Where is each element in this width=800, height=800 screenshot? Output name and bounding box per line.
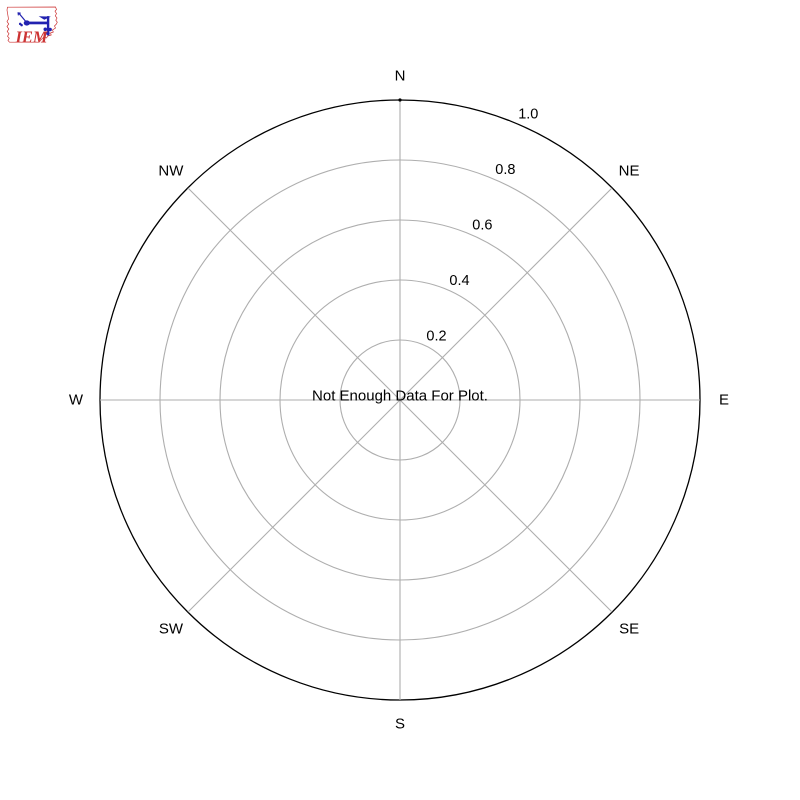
svg-text:E: E bbox=[719, 392, 729, 409]
svg-text:IEM: IEM bbox=[15, 28, 49, 47]
svg-text:S: S bbox=[395, 716, 405, 733]
svg-text:NW: NW bbox=[158, 162, 184, 179]
svg-text:SW: SW bbox=[159, 621, 184, 638]
svg-text:0.6: 0.6 bbox=[472, 217, 492, 233]
svg-text:0.4: 0.4 bbox=[449, 273, 469, 289]
svg-text:N: N bbox=[395, 68, 406, 85]
svg-text:SE: SE bbox=[619, 621, 639, 638]
svg-text:NE: NE bbox=[619, 162, 640, 179]
svg-text:1.0: 1.0 bbox=[518, 107, 538, 123]
svg-text:0.8: 0.8 bbox=[495, 162, 515, 178]
svg-text:0.2: 0.2 bbox=[426, 328, 446, 344]
svg-text:Not Enough Data For Plot.: Not Enough Data For Plot. bbox=[312, 388, 488, 405]
svg-text:W: W bbox=[69, 392, 84, 409]
